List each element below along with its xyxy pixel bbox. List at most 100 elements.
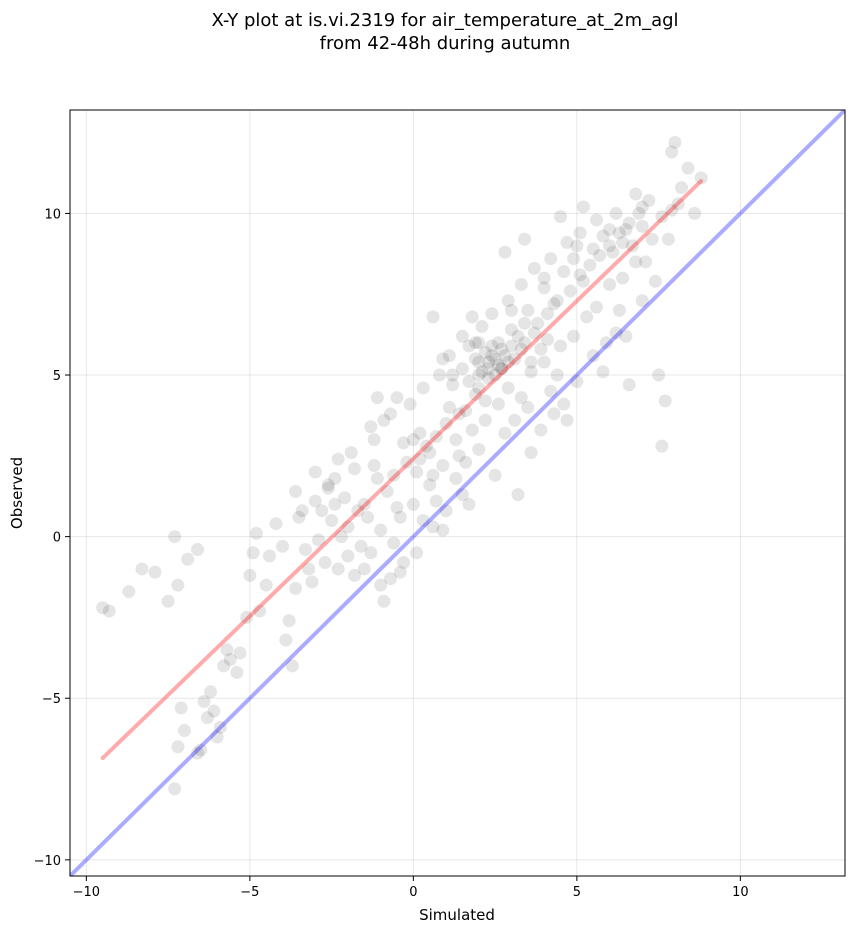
y-tick-label: 0 [53,531,61,546]
data-point [482,371,496,385]
data-point [596,365,610,379]
data-point [537,271,551,285]
data-point [629,255,643,269]
data-point [665,203,679,217]
identity-line [70,110,845,876]
data-point [622,378,636,392]
data-point [488,468,502,482]
data-point [220,643,234,657]
data-point [635,200,649,214]
data-point [508,352,522,366]
data-point [334,530,348,544]
data-point [253,604,267,618]
data-point [410,465,424,479]
data-point [485,307,499,321]
data-point [478,413,492,427]
data-point [181,552,195,566]
data-point [586,349,600,363]
data-point [321,481,335,495]
data-point [619,223,633,237]
data-point [279,633,293,647]
data-point [312,533,326,547]
data-point [177,724,191,738]
data-point [544,384,558,398]
data-point [498,426,512,440]
data-point [472,355,486,369]
y-tick-label: 10 [44,207,61,222]
data-point [377,594,391,608]
data-point [374,578,388,592]
data-point [318,555,332,569]
data-point [174,701,188,715]
data-point [472,381,486,395]
data-point [514,342,528,356]
data-point [554,210,568,224]
data-point [671,197,685,211]
data-point [426,468,440,482]
data-point [393,510,407,524]
data-point [449,471,463,485]
data-point [648,274,662,288]
data-point [612,226,626,240]
data-point [338,491,352,505]
data-point [393,565,407,579]
data-point [557,265,571,279]
data-point [619,329,633,343]
data-point [207,704,221,718]
data-point [491,358,505,372]
data-point [635,219,649,233]
data-point [612,303,626,317]
data-point [589,300,603,314]
data-point [478,394,492,408]
x-tick-label: −5 [240,885,259,900]
data-point [344,446,358,460]
data-point [518,316,532,330]
data-point [331,562,345,576]
data-point [540,307,554,321]
data-point [122,585,136,599]
data-point [285,659,299,673]
data-point [625,239,639,253]
data-point [508,413,522,427]
data-point [527,261,541,275]
data-point [370,471,384,485]
data-point [511,329,525,343]
data-point [563,284,577,298]
reference-lines [70,110,845,876]
data-point [550,368,564,382]
data-point [544,252,558,266]
data-point [534,342,548,356]
data-point [439,417,453,431]
data-point [341,520,355,534]
data-point [406,497,420,511]
data-point [531,316,545,330]
data-point [351,504,365,518]
data-point [367,459,381,473]
data-point [419,439,433,453]
data-point [449,433,463,447]
data-point [498,245,512,259]
data-point [524,446,538,460]
data-point [243,568,257,582]
data-point [210,730,224,744]
data-point [501,381,515,395]
data-point [537,281,551,295]
data-point [694,171,708,185]
data-point [655,210,669,224]
data-point [593,248,607,262]
data-point [171,740,185,754]
data-point [331,452,345,466]
data-point [580,310,594,324]
data-point [518,232,532,246]
data-point [557,397,571,411]
data-point [658,394,672,408]
data-point [504,303,518,317]
data-point [632,206,646,220]
data-point [504,339,518,353]
data-point [655,439,669,453]
y-tick-label: −10 [34,854,61,869]
data-point [403,397,417,411]
data-point [295,504,309,518]
data-point [282,614,296,628]
